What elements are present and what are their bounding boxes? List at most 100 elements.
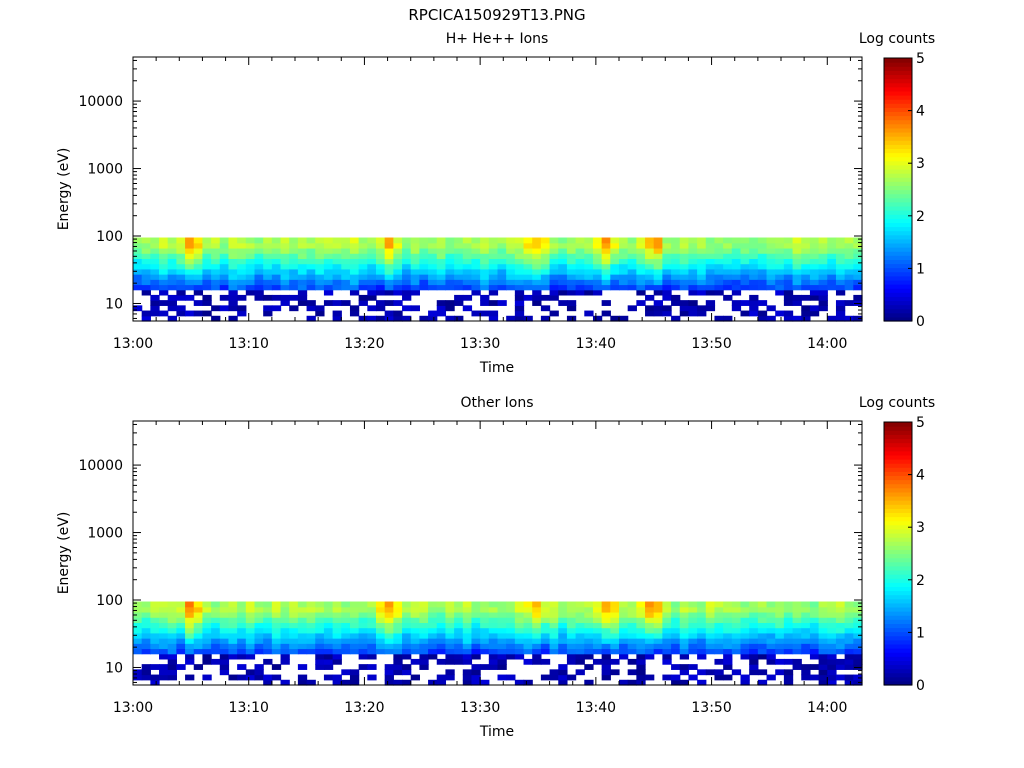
spectrogram-cell [263, 263, 273, 270]
spectrogram-cell [185, 606, 195, 613]
spectrogram-cell [454, 274, 464, 280]
spectrogram-cell [549, 258, 559, 265]
colorbar-band [884, 74, 912, 80]
spectrogram-cell [818, 653, 828, 660]
spectrogram-cell [323, 658, 334, 665]
spectrogram-cell [532, 237, 542, 244]
y-tick-label: 100 [96, 229, 123, 245]
spectrogram-cell [627, 284, 637, 291]
spectrogram-cell [523, 247, 533, 254]
spectrogram-cell [471, 674, 481, 681]
spectrogram-cell [341, 627, 351, 634]
spectrogram-cell [436, 279, 447, 286]
spectrogram-cell [332, 679, 342, 686]
spectrogram-cell [679, 669, 690, 676]
spectrogram-cell [376, 315, 386, 322]
spectrogram-cell [801, 274, 811, 280]
spectrogram-cell [688, 274, 698, 280]
spectrogram-cell [358, 300, 368, 306]
spectrogram-cell [575, 648, 585, 655]
spectrogram-cell [402, 648, 412, 655]
spectrogram-cell [740, 622, 750, 629]
spectrogram-cell [133, 617, 143, 623]
spectrogram-cell [419, 268, 429, 275]
spectrogram-cell [297, 268, 308, 275]
spectrogram-cell [159, 627, 169, 634]
spectrogram-cell [835, 315, 846, 322]
spectrogram-cell [141, 622, 151, 629]
spectrogram-cell [636, 653, 646, 660]
spectrogram-cell [384, 315, 394, 322]
spectrogram-cell [809, 632, 820, 639]
spectrogram-cell [185, 274, 195, 280]
spectrogram-cell [159, 300, 169, 306]
spectrogram-cell [376, 305, 386, 312]
spectrogram-cell [636, 658, 646, 665]
spectrogram-cell [358, 627, 368, 634]
spectrogram-cell [402, 242, 412, 249]
spectrogram-cell [428, 268, 438, 275]
spectrogram-cell [254, 669, 264, 676]
spectrogram-cell [766, 268, 776, 275]
spectrogram-cell [775, 310, 785, 317]
spectrogram-cell [271, 664, 282, 670]
spectrogram-cell [723, 648, 733, 655]
spectrogram-cell [731, 643, 742, 650]
spectrogram-cell [592, 247, 603, 254]
spectrogram-cell [801, 253, 811, 259]
spectrogram-cell [332, 274, 342, 280]
spectrogram-cell [783, 627, 794, 634]
spectrogram-cell [176, 247, 186, 254]
spectrogram-cell [323, 258, 334, 265]
spectrogram-cell [358, 611, 368, 618]
spectrogram-cell [523, 643, 533, 650]
spectrogram-cell [714, 643, 724, 650]
spectrogram-cell [428, 617, 438, 623]
spectrogram-cell [523, 284, 533, 291]
spectrogram-cell [349, 263, 360, 270]
spectrogram-cell [575, 622, 585, 629]
spectrogram-cell [740, 263, 750, 270]
spectrogram-cell [480, 643, 490, 650]
spectrogram-cell [254, 274, 264, 280]
spectrogram-cell [636, 300, 646, 306]
spectrogram-cell [159, 669, 169, 676]
spectrogram-cell [566, 606, 577, 613]
spectrogram-cell [818, 638, 828, 644]
spectrogram-cell [809, 268, 820, 275]
spectrogram-cell [575, 638, 585, 644]
spectrogram-cell [783, 247, 794, 254]
spectrogram-cell [436, 258, 447, 265]
spectrogram-cell [349, 268, 360, 275]
spectrogram-cell [792, 638, 802, 644]
spectrogram-cell [384, 263, 394, 270]
spectrogram-cell [202, 258, 212, 265]
spectrogram-cell [610, 669, 620, 676]
spectrogram-cell [601, 258, 611, 265]
spectrogram-cell [835, 289, 846, 296]
spectrogram-cell [488, 601, 499, 608]
spectrogram-cell [141, 247, 151, 254]
spectrogram-cell [219, 263, 230, 270]
spectrogram-cell [514, 679, 525, 686]
spectrogram-cell [723, 601, 733, 608]
spectrogram-cell [853, 653, 863, 660]
spectrogram-cell [341, 268, 351, 275]
spectrogram-cell [671, 627, 681, 634]
spectrogram-cell [619, 247, 629, 254]
spectrogram-cell [367, 632, 377, 639]
colorbar-band [884, 549, 912, 555]
colorbar-band [884, 271, 912, 277]
spectrogram-cell [402, 274, 412, 280]
spectrogram-cell [315, 648, 325, 655]
spectrogram-cell [289, 638, 299, 644]
spectrogram-cell [202, 263, 212, 270]
spectrogram-cell [341, 284, 351, 291]
spectrogram-cell [306, 627, 316, 634]
spectrogram-cell [202, 653, 212, 660]
spectrogram-cell [349, 601, 360, 608]
spectrogram-cell [332, 242, 342, 249]
spectrogram-cell [376, 300, 386, 306]
spectrogram-cell [176, 289, 186, 296]
spectrogram-cell [471, 638, 481, 644]
